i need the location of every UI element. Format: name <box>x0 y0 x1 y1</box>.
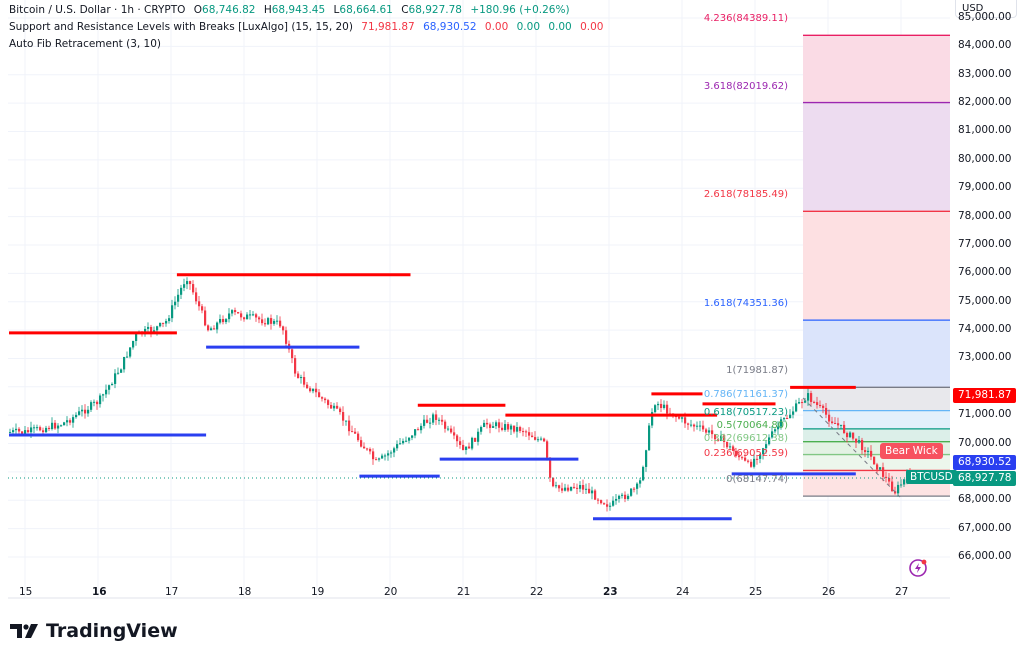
close-value: 68,927.78 <box>408 4 462 16</box>
price-axis-label: 73,000.00 <box>958 351 1012 364</box>
time-axis-label: 21 <box>457 586 471 598</box>
symbol-title: Bitcoin / U.S. Dollar · 1h · CRYPTO <box>9 4 186 16</box>
fib-level-label: 0.382(69612.38) <box>703 432 788 444</box>
price-axis-label: 67,000.00 <box>958 521 1012 534</box>
change-value: +180.96 (+0.26%) <box>470 4 570 16</box>
fib-zones <box>803 34 950 497</box>
last-price-tag: 68,927.78 <box>953 471 1016 486</box>
time-axis-label: 26 <box>822 586 836 598</box>
price-axis-label: 74,000.00 <box>958 323 1012 336</box>
fib-trend-line <box>802 397 901 498</box>
fib-level-label: 0.786(71161.37) <box>703 388 788 400</box>
fib-level-label: 1.618(74351.36) <box>703 298 788 310</box>
bear-wick-label: Bear Wick <box>880 443 943 459</box>
tradingview-logo-text: TradingView <box>46 620 178 642</box>
indicator-fib-legend-row[interactable]: Auto Fib Retracement (3, 10) <box>9 36 603 53</box>
candlesticks <box>9 277 915 512</box>
low-value: 68,664.61 <box>339 4 393 16</box>
fib-level-label: 3.618(82019.62) <box>703 80 788 92</box>
tradingview-logo[interactable]: TradingView <box>10 620 178 642</box>
price-axis-label: 76,000.00 <box>958 266 1012 279</box>
indicator-fib-title: Auto Fib Retracement (3, 10) <box>9 38 162 50</box>
symbol-legend-row[interactable]: Bitcoin / U.S. Dollar · 1h · CRYPTO O68,… <box>9 2 603 19</box>
tradingview-logo-icon <box>10 624 38 638</box>
time-axis-label: 19 <box>311 586 325 598</box>
indicator-sr-title: Support and Resistance Levels with Break… <box>9 21 353 33</box>
time-axis-label: 24 <box>676 586 690 598</box>
fib-level-label: 1(71981.87) <box>726 365 788 377</box>
chart-legend: Bitcoin / U.S. Dollar · 1h · CRYPTO O68,… <box>9 2 603 53</box>
time-axis-label: 23 <box>603 586 618 598</box>
price-axis-label: 83,000.00 <box>958 67 1012 80</box>
price-axis-label: 77,000.00 <box>958 237 1012 250</box>
high-value: 68,943.45 <box>271 4 326 16</box>
price-axis-label: 85,000.00 <box>958 11 1012 23</box>
time-axis-label: 17 <box>165 586 179 598</box>
indicator-sr-value3: 0.00 <box>484 21 509 33</box>
time-axis-label: 15 <box>19 586 33 598</box>
low-label: L <box>333 4 340 16</box>
lightning-icon[interactable] <box>908 558 928 578</box>
price-axis-label: 84,000.00 <box>958 39 1012 52</box>
price-axis-label: 68,000.00 <box>958 493 1012 506</box>
fib-level-label: 0(68147.74) <box>726 474 788 486</box>
indicator-sr-legend-row[interactable]: Support and Resistance Levels with Break… <box>9 19 603 36</box>
time-axis-label: 16 <box>92 586 107 598</box>
indicator-sr-support: 68,930.52 <box>423 21 477 33</box>
price-axis-label: 78,000.00 <box>958 209 1012 222</box>
close-label: C <box>401 4 409 16</box>
support-resistance-lines <box>9 273 856 521</box>
price-axis-label: 70,000.00 <box>958 436 1012 449</box>
price-axis-label: 75,000.00 <box>958 294 1012 307</box>
high-label: H <box>263 4 272 16</box>
price-axis-label: 81,000.00 <box>958 124 1012 137</box>
grid <box>8 0 950 598</box>
time-axis-label: 18 <box>238 586 252 598</box>
fib-level-label: 0.236(69052.59) <box>703 448 788 460</box>
open-value: 68,746.82 <box>202 4 256 16</box>
support-price-tag: 68,930.52 <box>953 455 1016 470</box>
fib-level-label: 0.618(70517.23) <box>703 406 788 418</box>
resistance-price-tag: 71,981.87 <box>953 388 1016 403</box>
price-axis-label: 80,000.00 <box>958 152 1012 165</box>
fib-level-label: 4.236(84389.11) <box>703 13 788 25</box>
time-axis-label: 22 <box>530 586 544 598</box>
price-axis-label: 66,000.00 <box>958 550 1012 563</box>
currency-selector[interactable]: USD <box>955 0 1017 18</box>
time-axis-label: 20 <box>384 586 398 598</box>
indicator-sr-value4: 0.00 <box>516 21 541 33</box>
time-axis-label: 27 <box>895 586 909 598</box>
symbol-tag: BTCUSD <box>906 470 957 484</box>
indicator-sr-value5: 0.00 <box>548 21 572 33</box>
indicator-sr-resistance: 71,981.87 <box>361 21 415 33</box>
fib-level-label: 2.618(78185.49) <box>703 189 788 201</box>
time-axis-label: 25 <box>749 586 763 598</box>
price-axis-label: 71,000.00 <box>958 408 1012 421</box>
fib-level-label: 0.5(70064.80) <box>716 419 788 431</box>
price-axis-label: 82,000.00 <box>958 96 1012 109</box>
price-axis-label: 79,000.00 <box>958 181 1012 194</box>
indicator-sr-value6: 0.00 <box>580 21 604 33</box>
open-label: O <box>193 4 203 16</box>
